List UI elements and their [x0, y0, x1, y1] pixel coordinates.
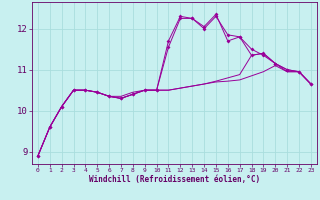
- X-axis label: Windchill (Refroidissement éolien,°C): Windchill (Refroidissement éolien,°C): [89, 175, 260, 184]
